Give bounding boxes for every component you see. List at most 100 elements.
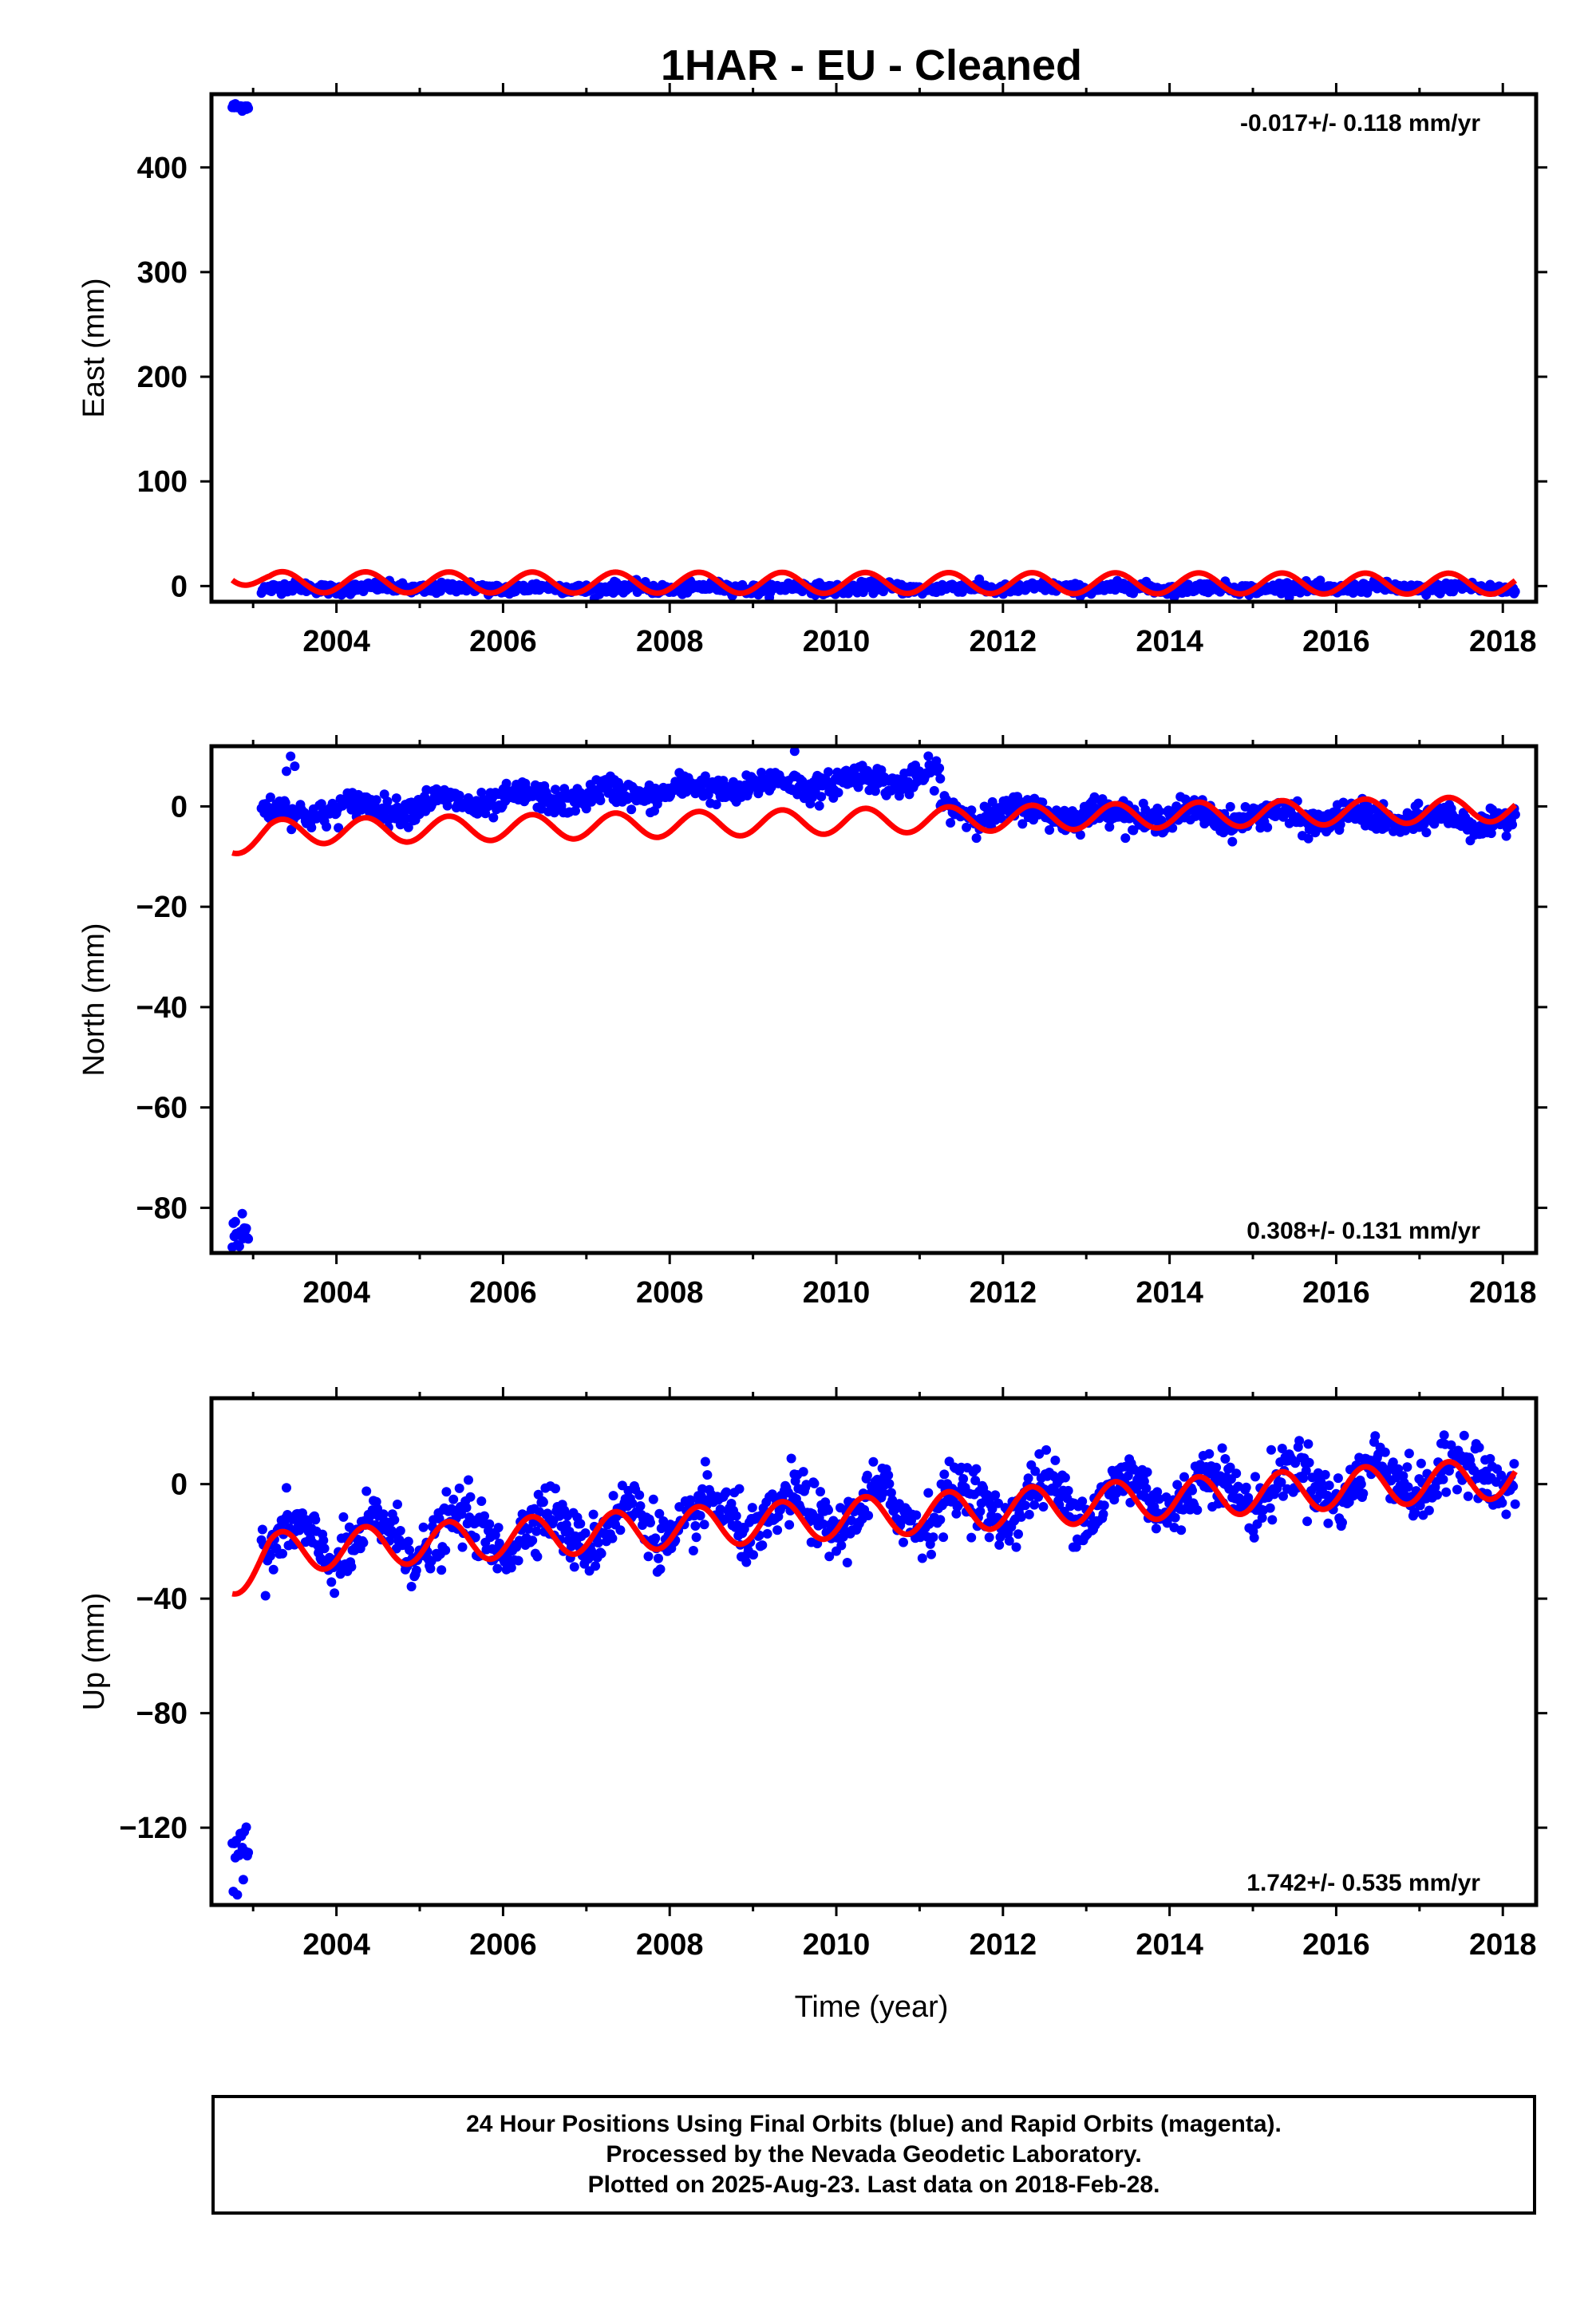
data-point [1262, 822, 1273, 832]
data-point [581, 804, 591, 814]
data-point [836, 1540, 847, 1551]
y-axis-label-up: Up (mm) [77, 1593, 111, 1711]
y-tick-label: 100 [137, 465, 188, 499]
data-point [886, 1488, 896, 1498]
data-point [476, 788, 487, 797]
data-point [935, 1515, 946, 1525]
data-point [280, 797, 290, 808]
y-tick-label: −120 [119, 1812, 188, 1845]
data-point [1241, 1482, 1251, 1492]
data-point [884, 1479, 895, 1489]
rate-annotation-east: -0.017+/- 0.118 mm/yr [1240, 110, 1480, 136]
data-point [934, 763, 945, 773]
data-point [739, 1524, 749, 1534]
data-point [615, 1525, 626, 1535]
data-point [721, 1487, 732, 1497]
data-point [654, 1553, 663, 1563]
x-tick-label: 2012 [970, 1928, 1037, 1962]
data-point [654, 1508, 665, 1519]
data-point [607, 1533, 618, 1543]
data-point [699, 1520, 709, 1530]
data-point [571, 806, 580, 816]
y-tick-label: 0 [171, 790, 188, 824]
data-point [690, 1521, 701, 1531]
y-tick-label: 0 [171, 570, 188, 603]
data-point [757, 1540, 768, 1551]
data-point [334, 823, 344, 833]
data-point [1301, 1465, 1311, 1476]
data-point [917, 1553, 927, 1563]
y-tick-label: 200 [137, 361, 188, 394]
data-point [476, 1496, 487, 1506]
data-point [1510, 587, 1520, 597]
data-point [946, 818, 956, 828]
data-point [990, 1490, 1001, 1500]
data-point [1152, 1487, 1163, 1497]
data-point [1023, 1473, 1033, 1484]
data-point [996, 813, 1006, 824]
y-tick-label: −60 [136, 1092, 188, 1125]
data-point [1013, 1529, 1023, 1539]
x-tick-label: 2018 [1469, 1928, 1537, 1962]
x-tick-label: 2004 [302, 625, 370, 658]
data-point [575, 1519, 586, 1529]
data-point [626, 804, 637, 815]
data-point [1077, 1496, 1088, 1507]
x-tick-label: 2018 [1469, 625, 1537, 658]
data-point [818, 1519, 828, 1529]
x-tick-label: 2006 [469, 1928, 537, 1962]
x-tick-label: 2006 [469, 1276, 537, 1310]
data-point [1192, 1505, 1203, 1516]
data-point [1380, 1447, 1390, 1457]
x-tick-label: 2014 [1136, 1276, 1203, 1310]
data-point [1284, 592, 1294, 602]
data-point [1338, 797, 1349, 808]
data-point [1439, 1430, 1449, 1441]
data-point [762, 1528, 772, 1539]
data-point [1424, 1505, 1434, 1516]
data-point [470, 1532, 480, 1543]
data-point [1507, 820, 1518, 830]
data-point [442, 800, 452, 811]
data-point [434, 1514, 444, 1524]
data-point [322, 821, 332, 832]
data-point [457, 1542, 468, 1552]
data-point [319, 1543, 330, 1554]
data-point [403, 1536, 413, 1547]
data-point [809, 1478, 820, 1488]
data-point [1333, 1473, 1343, 1484]
data-point [926, 1549, 936, 1559]
data-point [695, 1511, 705, 1521]
data-point [595, 796, 606, 805]
data-point [1501, 831, 1511, 841]
data-point [238, 1875, 248, 1885]
data-point [929, 785, 939, 796]
data-point [1017, 819, 1028, 829]
x-tick-label: 2018 [1469, 1276, 1537, 1310]
data-point [393, 1500, 402, 1509]
data-point [378, 1509, 389, 1520]
data-point [1142, 1467, 1152, 1477]
data-point [484, 1519, 495, 1529]
data-point [461, 1503, 472, 1513]
x-tick-label: 2008 [636, 1928, 704, 1962]
data-point [1323, 1518, 1333, 1528]
data-point [870, 786, 880, 796]
data-point [559, 784, 570, 794]
data-point [282, 1483, 291, 1493]
data-point [608, 1491, 618, 1501]
data-point [1050, 1455, 1061, 1465]
data-point [715, 1504, 725, 1515]
panels: 2004 2006 2008 2010 2012 2014 2016 2018 0 100 200 3… [77, 83, 1547, 2024]
rate-annotation-north: 0.308+/- 0.131 mm/yr [1246, 1218, 1480, 1244]
data-point [700, 1456, 710, 1467]
data-point [734, 1484, 745, 1494]
data-point [310, 1515, 321, 1525]
data-point [1370, 1431, 1381, 1441]
y-tick-label: 400 [137, 152, 188, 185]
data-point [1298, 1473, 1309, 1484]
data-point [1225, 801, 1235, 812]
data-point [268, 1564, 279, 1575]
data-point [405, 1545, 415, 1555]
data-point [842, 1558, 852, 1567]
